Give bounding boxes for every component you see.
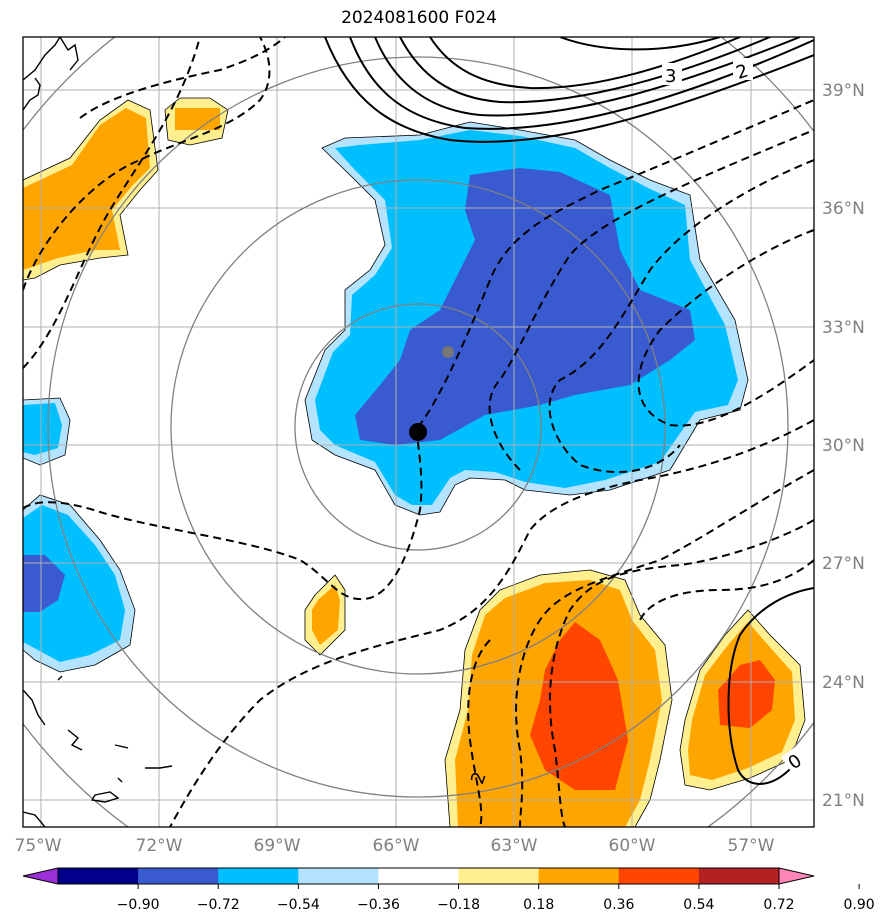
lon-label-57w: 57°W bbox=[728, 836, 775, 856]
colorbar-tick-label: 0.18 bbox=[523, 897, 554, 913]
lat-label-27: 27°N bbox=[822, 554, 865, 574]
previous-center-marker bbox=[442, 346, 454, 358]
lat-label-39: 39°N bbox=[822, 81, 865, 101]
lon-label-69w: 69°W bbox=[254, 836, 301, 856]
colorbar-segment bbox=[218, 868, 299, 884]
colorbar-segment bbox=[138, 868, 219, 884]
colorbar-extend-low bbox=[22, 867, 59, 885]
lon-label-66w: 66°W bbox=[373, 836, 420, 856]
colorbar-extend-high bbox=[778, 867, 815, 885]
lat-label-21: 21°N bbox=[822, 791, 865, 811]
positive-anomaly-region-south bbox=[444, 569, 673, 827]
colorbar-segment bbox=[698, 868, 780, 884]
colorbar-tick-label: 0.36 bbox=[603, 897, 634, 913]
colorbar-segment bbox=[618, 868, 700, 884]
colorbar-tick-label: 0.54 bbox=[683, 897, 714, 913]
colorbar-tick-label: −0.18 bbox=[437, 897, 480, 913]
coastline bbox=[23, 37, 173, 827]
contour-label-3: 3 bbox=[665, 66, 676, 87]
lat-label-33: 33°N bbox=[822, 318, 865, 338]
positive-anomaly-region-northwest bbox=[23, 97, 229, 281]
storm-center-marker bbox=[409, 423, 427, 441]
colorbar: −0.90 −0.72 −0.54 −0.36 −0.18 0.18 0.36 0.54 0.7… bbox=[22, 867, 875, 913]
lat-label-30: 30°N bbox=[822, 436, 865, 456]
lon-label-72w: 72°W bbox=[136, 836, 183, 856]
colorbar-tick-label: −0.72 bbox=[197, 897, 240, 913]
colorbar-tick-label: −0.36 bbox=[357, 897, 400, 913]
solid-contours bbox=[324, 37, 814, 785]
dashed-contours bbox=[23, 37, 814, 827]
map-frame bbox=[22, 36, 815, 828]
colorbar-tick-label: 0.90 bbox=[844, 897, 875, 913]
colorbar-segment bbox=[298, 868, 379, 884]
lat-label-24: 24°N bbox=[822, 673, 865, 693]
lat-label-36: 36°N bbox=[822, 199, 865, 219]
lon-label-60w: 60°W bbox=[609, 836, 656, 856]
lon-label-75w: 75°W bbox=[15, 836, 62, 856]
colorbar-segment bbox=[58, 868, 139, 884]
colorbar-tick-label: −0.90 bbox=[117, 897, 160, 913]
latitude-labels: 39°N 36°N 33°N 30°N 27°N 24°N 21°N bbox=[822, 81, 865, 811]
positive-anomaly-region-southeast bbox=[679, 609, 806, 791]
colorbar-tick-label: −0.54 bbox=[277, 897, 320, 913]
map-grid bbox=[23, 37, 814, 827]
colorbar-segments bbox=[58, 868, 780, 884]
colorbar-segment bbox=[378, 868, 460, 884]
positive-anomaly-region-small bbox=[304, 574, 346, 656]
colorbar-tick-label: 0.72 bbox=[763, 897, 794, 913]
lon-label-63w: 63°W bbox=[491, 836, 538, 856]
colorbar-tick-labels: −0.90 −0.72 −0.54 −0.36 −0.18 0.18 0.36 0.54 0.7… bbox=[117, 884, 875, 913]
longitude-labels: 75°W 72°W 69°W 66°W 63°W 60°W 57°W bbox=[15, 836, 775, 856]
map-title: 2024081600 F024 bbox=[341, 8, 497, 28]
colorbar-segment bbox=[538, 868, 620, 884]
colorbar-segment bbox=[458, 868, 540, 884]
